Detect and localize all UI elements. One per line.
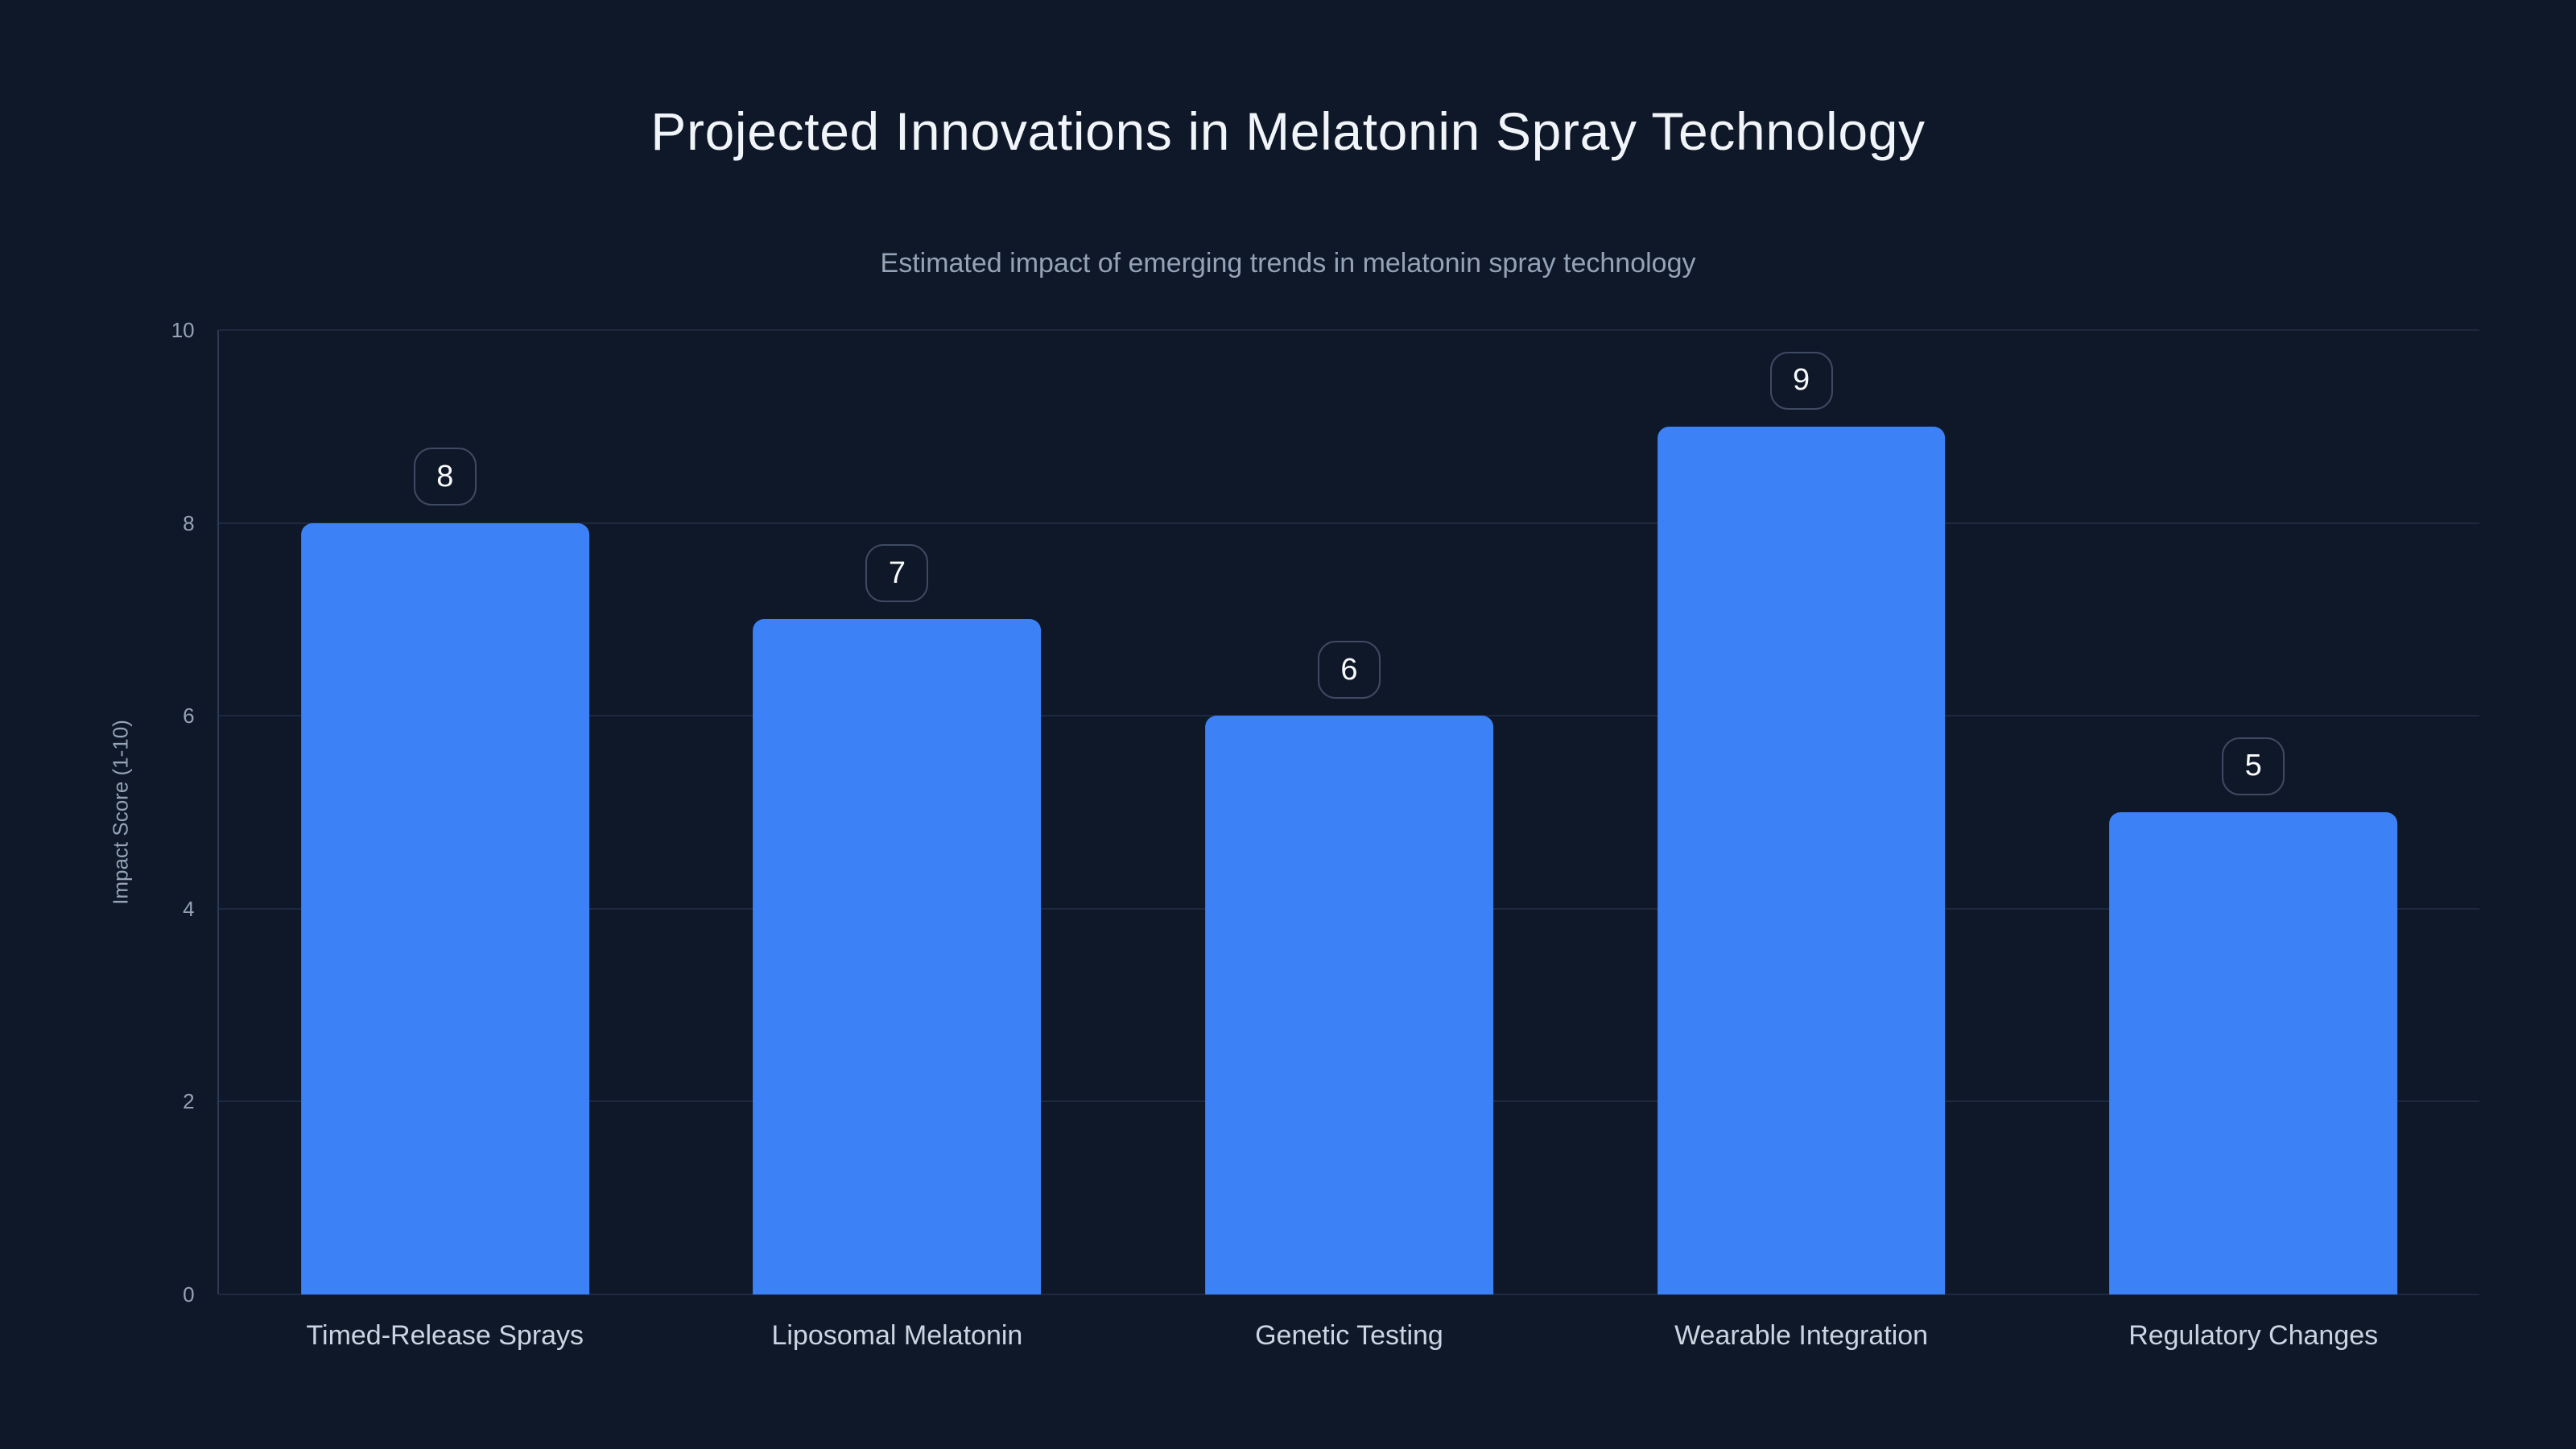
- plot-area: Impact Score (1-10) 0 2 4 6 8 10 8 Timed-Rele…: [109, 320, 2479, 1351]
- bar-group: 7 Liposomal Melatonin: [671, 330, 1124, 1351]
- chart-title: Projected Innovations in Melatonin Spray…: [650, 101, 1926, 161]
- bar[interactable]: [1205, 716, 1493, 1294]
- bar[interactable]: [300, 522, 589, 1294]
- gridline: [219, 329, 2479, 331]
- bar-group: 9 Wearable Integration: [1575, 330, 2028, 1351]
- bar[interactable]: [2109, 812, 2398, 1294]
- bar-series: 8 Timed-Release Sprays 7 Liposomal Melat…: [219, 330, 2479, 1351]
- x-axis-category-label: Wearable Integration: [1674, 1320, 1929, 1351]
- bar-value-label: 9: [1769, 351, 1833, 410]
- bar-group: 6 Genetic Testing: [1123, 330, 1575, 1351]
- bar[interactable]: [1657, 426, 1946, 1294]
- gridline: [219, 522, 2479, 524]
- chart-subtitle: Estimated impact of emerging trends in m…: [880, 247, 1696, 279]
- bar-value-label: 6: [1317, 641, 1381, 700]
- x-axis-category-label: Liposomal Melatonin: [771, 1320, 1023, 1351]
- x-axis-category-label: Regulatory Changes: [2128, 1320, 2379, 1351]
- x-axis-category-label: Timed-Release Sprays: [306, 1320, 584, 1351]
- bar-group: 5 Regulatory Changes: [2027, 330, 2479, 1351]
- x-axis-category-label: Genetic Testing: [1255, 1320, 1443, 1351]
- bar-value-label: 7: [865, 544, 929, 603]
- bar-value-label: 5: [2222, 737, 2285, 795]
- bar-group: 8 Timed-Release Sprays: [219, 330, 671, 1351]
- gridline: [219, 1294, 2479, 1295]
- bar-value-label: 8: [413, 448, 477, 506]
- bar[interactable]: [753, 619, 1042, 1294]
- y-axis-title: Impact Score (1-10): [108, 720, 133, 905]
